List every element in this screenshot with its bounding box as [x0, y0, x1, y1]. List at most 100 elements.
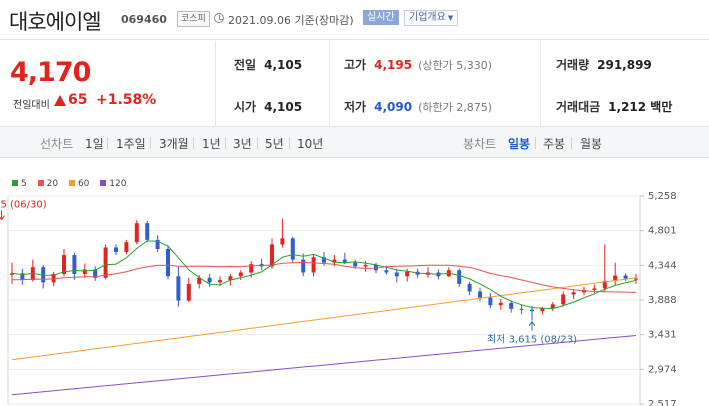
- candle-body: [540, 308, 545, 312]
- candle-body: [363, 264, 368, 267]
- y-tick-label: 4,801: [648, 226, 677, 237]
- candle-body: [478, 291, 482, 298]
- period-5y[interactable]: 5년: [265, 137, 284, 151]
- candle-body: [197, 277, 202, 284]
- period-divider: [150, 137, 151, 149]
- candle-body: [342, 259, 347, 263]
- candle-body: [207, 277, 212, 283]
- candle-body: [93, 269, 98, 278]
- prev-close-cell: 전일 4,105: [234, 56, 302, 73]
- chevron-down-icon: ▼: [447, 14, 454, 22]
- candle-body: [290, 238, 295, 260]
- ma-5-line: [11, 240, 637, 310]
- upper-limit: (상한가 5,330): [418, 59, 492, 72]
- candle-body: [550, 304, 555, 309]
- period-divider: [225, 137, 226, 149]
- period-1d[interactable]: 1일: [85, 137, 104, 151]
- change-label: 전일대비: [13, 100, 50, 111]
- low-value: 4,090: [374, 100, 413, 114]
- candle-body: [498, 302, 503, 306]
- candle-body: [238, 272, 243, 277]
- candle-body: [322, 257, 326, 263]
- period-1y[interactable]: 1년: [202, 137, 221, 151]
- legend-label: 5: [21, 179, 27, 189]
- candle-body: [592, 288, 597, 290]
- date-text: 2021.09.06 기준(장마감): [228, 14, 354, 27]
- period-3m[interactable]: 3개월: [159, 137, 189, 151]
- candle-weekly[interactable]: 주봉: [543, 137, 566, 151]
- period-divider: [193, 137, 194, 149]
- period-divider: [289, 137, 290, 149]
- candle-body: [249, 264, 254, 273]
- candle-body: [20, 273, 25, 281]
- candle-daily[interactable]: 일봉: [508, 137, 531, 151]
- candle-body: [72, 255, 77, 275]
- candle-chart-label: 봉차트: [463, 137, 497, 151]
- legend-swatch: [68, 180, 75, 186]
- candle-body: [228, 276, 233, 281]
- candle-body: [218, 280, 222, 283]
- high-cell: 고가 4,195 (상한가 5,330): [344, 56, 492, 73]
- company-overview-dropdown[interactable]: 기업개요 ▼: [404, 10, 459, 26]
- legend-swatch: [12, 180, 18, 186]
- legend-label: 120: [109, 179, 127, 189]
- change-amount: 65: [68, 92, 88, 108]
- open-label: 시가: [234, 100, 257, 114]
- legend-item: 120: [100, 179, 126, 189]
- y-tick-label: 4,344: [648, 260, 677, 271]
- candle-body: [519, 308, 524, 310]
- price-summary: 4,170 전일대비 65 +1.58%: [0, 41, 216, 126]
- candle-body: [623, 275, 628, 279]
- legend-label: 60: [77, 179, 90, 189]
- low-arrowhead: [528, 320, 536, 326]
- candle-body: [155, 239, 160, 249]
- candle-monthly[interactable]: 월봉: [580, 137, 603, 151]
- period-divider: [107, 137, 108, 149]
- candle-body: [457, 270, 462, 284]
- candle-body: [394, 272, 399, 277]
- y-tick-label: 5,258: [648, 191, 677, 202]
- y-tick-label: 2,974: [648, 364, 677, 375]
- realtime-button[interactable]: 실시간: [363, 10, 399, 25]
- low-annotation: 최저 3,615 (08/23): [487, 334, 577, 346]
- period-divider: [571, 137, 572, 149]
- open-value: 4,105: [264, 100, 303, 114]
- high-label: 고가: [344, 58, 367, 72]
- high-arrowhead: [0, 215, 5, 221]
- info-divider: [540, 41, 541, 126]
- candle-body: [332, 259, 337, 263]
- candle-body: [613, 275, 618, 281]
- volume-label: 거래량: [556, 58, 590, 72]
- line-chart-label: 선차트: [40, 137, 74, 151]
- legend-item: 60: [68, 179, 90, 189]
- candle-body: [509, 302, 514, 309]
- candlestick-chart: 5,258 4,801 4,344 3,888 3,431 2,974 2,517 최고 4,…: [0, 191, 677, 406]
- legend-label: 20: [46, 179, 59, 189]
- stock-header: 대호에이엘 069460 코스피 2021.09.06 기준(장마감) 실시간 …: [0, 0, 709, 40]
- candle-body: [384, 270, 389, 273]
- change-percent: +1.58%: [96, 92, 157, 108]
- candle-body: [124, 242, 129, 253]
- candle-body: [353, 262, 358, 267]
- stock-code: 069460: [121, 13, 167, 26]
- trade-value-label: 거래대금: [556, 100, 601, 114]
- candle-body: [301, 259, 306, 273]
- candle-body: [270, 244, 274, 267]
- market-badge: 코스피: [177, 11, 210, 27]
- period-divider: [257, 137, 258, 149]
- period-1w[interactable]: 1주일: [116, 137, 146, 151]
- trade-value-value: 1,212 백만: [608, 100, 673, 114]
- low-label: 저가: [344, 100, 367, 114]
- candle-body: [186, 283, 191, 301]
- candle-body: [145, 223, 150, 240]
- open-cell: 시가 4,105: [234, 98, 302, 115]
- candle-body: [103, 247, 108, 278]
- candle-body: [405, 271, 410, 277]
- candle-body: [280, 238, 285, 245]
- period-10y[interactable]: 10년: [297, 137, 324, 151]
- candle-body: [311, 257, 316, 273]
- ma-120-line: [11, 335, 637, 396]
- period-3y[interactable]: 3년: [233, 137, 252, 151]
- clock-icon: [214, 13, 224, 23]
- legend-item: 5: [12, 179, 27, 189]
